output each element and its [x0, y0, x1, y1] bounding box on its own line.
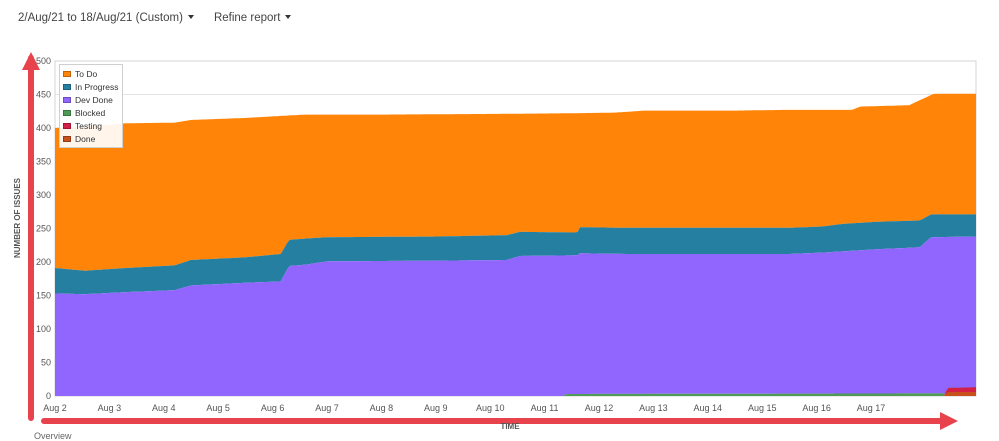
- chart-legend: To Do In Progress Dev Done Blocked Testing Do…: [59, 64, 123, 148]
- area-to-do: [55, 93, 976, 271]
- legend-swatch: [63, 135, 71, 142]
- legend-label: Blocked: [75, 107, 106, 118]
- x-tick-label: Aug 17: [857, 403, 886, 413]
- axes: 0 50 100 150 200 250 300 350 400 450 500 Aug 2 Aug 3…: [36, 56, 885, 413]
- y-tick-label: 150: [36, 291, 51, 301]
- legend-label: To Do: [75, 68, 98, 79]
- x-tick-label: Aug 9: [424, 403, 448, 413]
- date-range-dropdown[interactable]: 2/Aug/21 to 18/Aug/21 (Custom): [18, 12, 194, 24]
- x-tick-label: Aug 8: [370, 403, 394, 413]
- legend-item[interactable]: Dev Done: [63, 93, 122, 106]
- legend-label: Done: [75, 133, 96, 144]
- x-tick-label: Aug 16: [802, 403, 831, 413]
- legend-item[interactable]: Blocked: [63, 106, 122, 119]
- area-in-progress: [55, 214, 976, 295]
- legend-swatch: [63, 70, 71, 77]
- caret-down-icon: [285, 14, 292, 19]
- y-tick-label: 400: [36, 123, 51, 133]
- x-axis-title: TIME: [500, 422, 520, 431]
- x-tick-label: Aug 15: [748, 403, 777, 413]
- legend-label: Testing: [75, 120, 102, 131]
- legend-item[interactable]: Done: [63, 132, 122, 145]
- y-tick-label: 50: [41, 358, 51, 368]
- y-tick-label: 300: [36, 190, 51, 200]
- y-axis-title: NUMBER OF ISSUES: [13, 177, 22, 258]
- y-axis-arrowhead: [22, 52, 40, 70]
- y-tick-label: 200: [36, 257, 51, 267]
- annotation-arrows: [22, 52, 958, 430]
- date-range-label: 2/Aug/21 to 18/Aug/21 (Custom): [18, 12, 183, 24]
- y-tick-label: 350: [36, 157, 51, 167]
- legend-item[interactable]: To Do: [63, 67, 122, 80]
- legend-swatch: [63, 83, 71, 90]
- x-tick-label: Aug 12: [585, 403, 614, 413]
- legend-item[interactable]: In Progress: [63, 80, 122, 93]
- x-tick-label: Aug 3: [98, 403, 122, 413]
- x-tick-label: Aug 10: [476, 403, 505, 413]
- y-tick-label: 500: [36, 56, 51, 66]
- x-tick-label: Aug 4: [152, 403, 176, 413]
- y-tick-label: 450: [36, 90, 51, 100]
- x-tick-label: Aug 2: [43, 403, 67, 413]
- x-tick-label: Aug 7: [315, 403, 339, 413]
- x-axis-arrowhead: [940, 412, 958, 430]
- legend-label: In Progress: [75, 81, 119, 92]
- x-tick-label: Aug 6: [261, 403, 285, 413]
- legend-swatch: [63, 122, 71, 129]
- x-tick-label: Aug 14: [694, 403, 723, 413]
- x-tick-label: Aug 5: [206, 403, 230, 413]
- area-dev-done: [55, 236, 976, 396]
- y-tick-label: 250: [36, 224, 51, 234]
- area-blocked: [55, 387, 976, 396]
- legend-label: Dev Done: [75, 94, 113, 105]
- refine-report-dropdown[interactable]: Refine report: [213, 12, 292, 24]
- refine-report-label: Refine report: [213, 12, 281, 24]
- overview-label: Overview: [34, 431, 72, 441]
- caret-down-icon: [187, 14, 194, 19]
- y-tick-label: 100: [36, 324, 51, 334]
- x-tick-label: Aug 11: [531, 403, 559, 413]
- series-areas: [55, 93, 976, 396]
- y-tick-label: 0: [46, 391, 51, 401]
- legend-swatch: [63, 96, 71, 103]
- report-toolbar: 2/Aug/21 to 18/Aug/21 (Custom) Refine re…: [18, 12, 292, 24]
- legend-item[interactable]: Testing: [63, 119, 122, 132]
- x-tick-label: Aug 13: [639, 403, 668, 413]
- legend-swatch: [63, 109, 71, 116]
